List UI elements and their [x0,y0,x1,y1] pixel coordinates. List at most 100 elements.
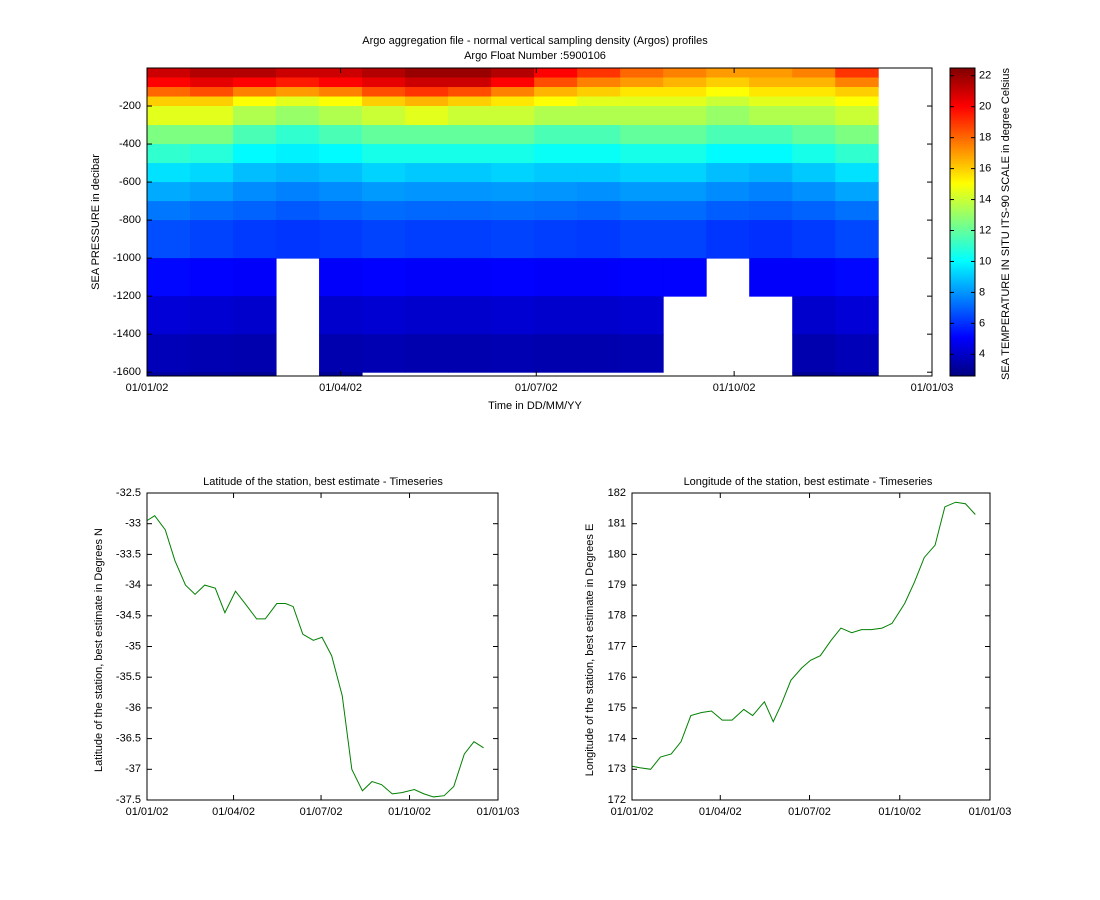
heatmap-cell [491,296,535,335]
heatmap-cell [491,220,535,259]
heatmap-cell [577,77,621,88]
x-axis-label: Time in DD/MM/YY [488,400,582,412]
heatmap-cell [362,220,406,259]
heatmap-cell [534,144,578,164]
colorbar-label: SEA TEMPERATURE IN SITU ITS-90 SCALE in … [1000,68,1012,380]
heatmap-cell [663,87,707,98]
heatmap-cell [405,87,449,98]
heatmap-cell [835,296,879,335]
chart-title: Latitude of the station, best estimate -… [203,476,443,488]
colorbar-tick-label: 6 [979,317,985,329]
heatmap-cell [276,163,320,183]
heatmap-cell [362,163,406,183]
heatmap-cell [276,144,320,164]
heatmap-cell [405,334,449,373]
y-tick-label: -1000 [113,252,141,264]
y-tick-label: -600 [119,176,141,188]
colorbar-tick-label: 12 [979,224,991,236]
heatmap-cell [448,296,492,335]
x-tick-label: 01/07/02 [300,806,343,818]
x-tick-label: 01/10/02 [713,382,756,394]
line-series [146,515,484,798]
heatmap-cell [620,201,664,221]
heatmap-cell [835,77,879,88]
heatmap-cell [448,220,492,259]
x-tick-label: 01/04/02 [699,806,742,818]
heatmap-cell [405,77,449,88]
heatmap-cell [706,106,750,126]
heatmap-cell [835,163,879,183]
heatmap-cell [362,125,406,145]
y-tick-label: -800 [119,214,141,226]
heatmap-cell [319,163,363,183]
heatmap-cell [147,96,191,107]
heatmap-cell [663,106,707,126]
x-tick-label: 01/01/02 [126,382,169,394]
heatmap-cell [663,258,707,297]
heatmap-cell [147,125,191,145]
heatmap-cell [147,106,191,126]
heatmap-cell [362,334,406,373]
heatmap-cell [319,125,363,145]
heatmap-cell [147,334,191,373]
heatmap-cell [749,125,793,145]
heatmap-cell [276,68,320,79]
heatmap-cell [319,144,363,164]
colorbar-tick-label: 20 [979,101,991,113]
heatmap-cell [792,96,836,107]
heatmap-cell [276,87,320,98]
heatmap-cell [491,87,535,98]
heatmap-cell [405,220,449,259]
heatmap-cell [792,163,836,183]
heatmap-cell [491,163,535,183]
heatmap-cell [534,220,578,259]
heatmap-cell [405,258,449,297]
heatmap-cell [405,96,449,107]
heatmap-cell [620,258,664,297]
heatmap-cell [792,68,836,79]
y-tick-label: 174 [608,733,626,745]
y-tick-label: 178 [608,610,626,622]
heatmap-cell [706,96,750,107]
heatmap-cell [577,87,621,98]
heatmap-cell [491,182,535,202]
heatmap-cell [147,201,191,221]
heatmap-cell [792,334,836,373]
x-tick-label: 01/07/02 [515,382,558,394]
heatmap-cell [534,96,578,107]
heatmap-cell [233,106,277,126]
y-tick-label: -32.5 [116,487,141,499]
heatmap-cell [835,334,879,373]
heatmap-cell [147,68,191,79]
heatmap-cell [276,125,320,145]
heatmap-cell [577,201,621,221]
heatmap-cell [147,182,191,202]
heatmap-cell [792,87,836,98]
heatmap-cell [792,182,836,202]
heatmap-cell [577,296,621,335]
chart-subtitle: Argo Float Number :5900106 [464,50,606,62]
heatmap-cell [577,182,621,202]
heatmap-cell [835,68,879,79]
heatmap-cell [534,106,578,126]
heatmap-cell [190,77,234,88]
y-tick-label: 172 [608,794,626,806]
y-tick-label: 175 [608,702,626,714]
heatmap-cell [405,163,449,183]
y-tick-label: -37 [125,763,141,775]
heatmap-cell [706,163,750,183]
y-tick-label: -34 [125,579,141,591]
heatmap-cell [319,334,363,373]
heatmap-cell [663,96,707,107]
heatmap-cell [319,182,363,202]
heatmap-cell [448,258,492,297]
heatmap-cell [448,201,492,221]
heatmap-cell [319,296,363,335]
heatmap-cell [190,68,234,79]
heatmap-cell [749,68,793,79]
x-tick-label: 01/04/02 [319,382,362,394]
heatmap-cell [749,258,793,297]
y-tick-label: -1200 [113,290,141,302]
heatmap-cell [448,77,492,88]
